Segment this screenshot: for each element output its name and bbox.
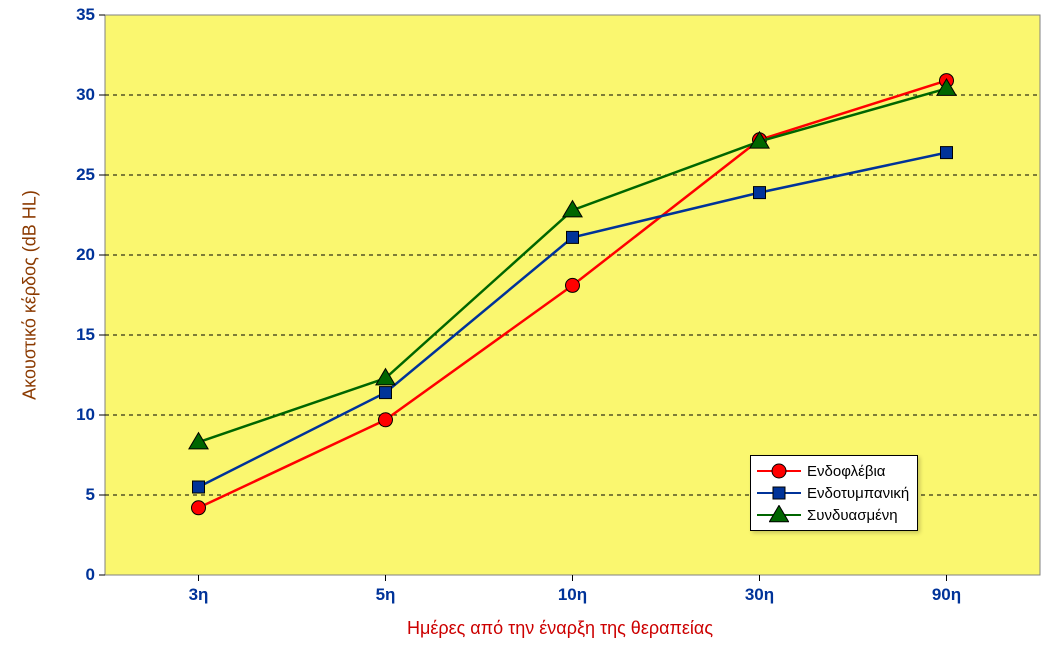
x-tick-label: 3η (189, 585, 209, 605)
y-tick-label: 15 (76, 325, 95, 345)
y-axis-label-text: Ακουστικό κέρδος (dB HL) (20, 190, 40, 400)
x-axis-label: Ημέρες από την έναρξη της θεραπείας (407, 618, 713, 639)
chart-container: Ακουστικό κέρδος (dB HL) Ημέρες από την … (0, 0, 1062, 648)
legend-label: Ενδοφλέβια (807, 463, 885, 480)
y-axis-label: Ακουστικό κέρδος (dB HL) (20, 190, 41, 400)
legend-swatch (757, 482, 801, 504)
y-tick-label: 5 (86, 485, 95, 505)
y-tick-label: 35 (76, 5, 95, 25)
x-tick-label: 5η (376, 585, 396, 605)
legend: Ενδοφλέβια Ενδοτυμπανική Συνδυασμένη (750, 455, 918, 531)
legend-item: Ενδοτυμπανική (757, 482, 909, 504)
x-tick-label: 30η (745, 585, 774, 605)
y-tick-label: 30 (76, 85, 95, 105)
chart-svg (0, 0, 1062, 648)
y-tick-label: 10 (76, 405, 95, 425)
legend-label: Ενδοτυμπανική (807, 485, 909, 502)
legend-label: Συνδυασμένη (807, 507, 898, 524)
x-tick-label: 90η (932, 585, 961, 605)
y-tick-label: 20 (76, 245, 95, 265)
legend-item: Συνδυασμένη (757, 504, 909, 526)
legend-swatch (757, 504, 801, 526)
y-tick-label: 25 (76, 165, 95, 185)
y-tick-label: 0 (86, 565, 95, 585)
legend-item: Ενδοφλέβια (757, 460, 909, 482)
legend-swatch (757, 460, 801, 482)
x-axis-label-text: Ημέρες από την έναρξη της θεραπείας (407, 618, 713, 638)
x-tick-label: 10η (558, 585, 587, 605)
